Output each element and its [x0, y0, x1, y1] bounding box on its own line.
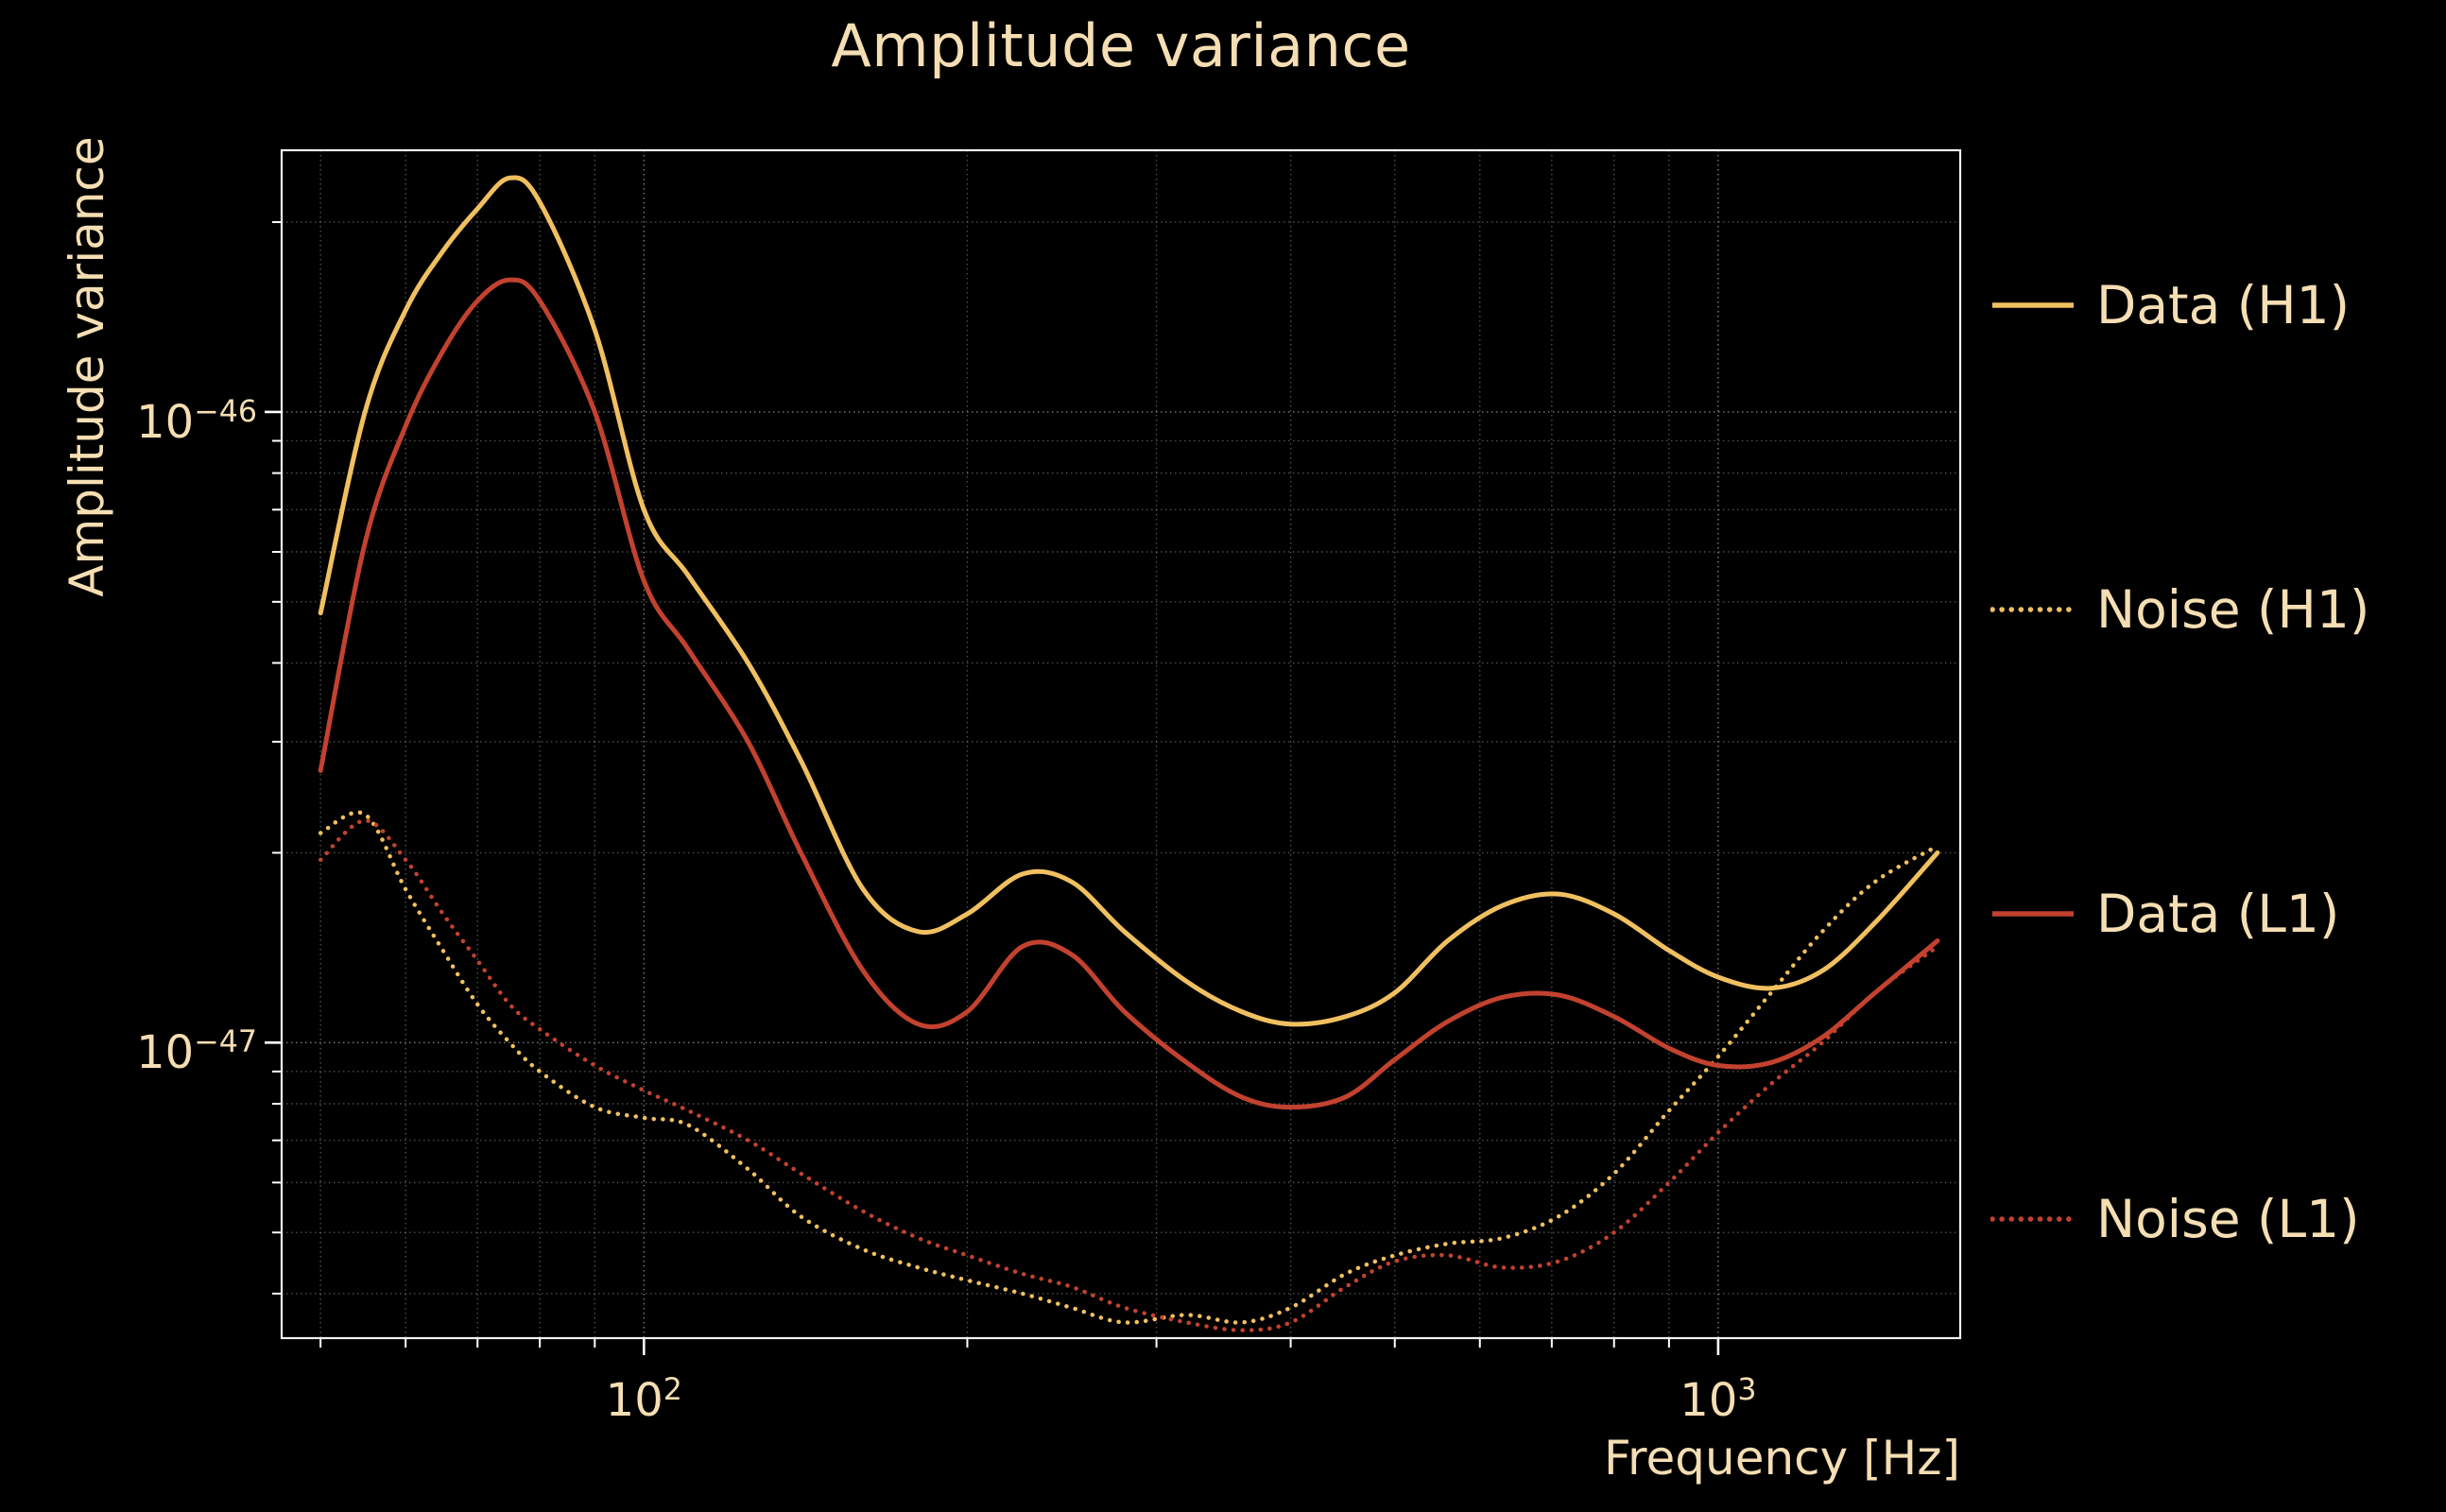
x-tick-100-base: 10: [605, 1374, 663, 1427]
y-tick-label-1e-47: 10−47: [72, 1013, 257, 1082]
x-tick-1000-base: 10: [1679, 1374, 1738, 1427]
legend-label-data-l1: Data (L1): [2096, 884, 2340, 944]
noise-l1-curve: [318, 818, 1940, 1332]
x-tick-1000-exp: 3: [1737, 1373, 1757, 1407]
chart-title: Amplitude variance: [831, 11, 1411, 80]
y-tick-1e-47-base: 10: [136, 1026, 195, 1080]
plot-frame: [280, 148, 1962, 1340]
legend-line-sample-noise-l1: [1990, 1216, 2076, 1222]
legend-line-sample-data-l1: [1992, 911, 2074, 917]
legend-label-data-h1: Data (H1): [2096, 275, 2351, 335]
legend-item-noise-l1: Noise (L1): [1990, 1186, 2360, 1252]
y-axis-label: Amplitude variance: [60, 136, 114, 597]
x-tick-label-100: 102: [606, 1361, 682, 1430]
legend-line-sample-data-h1: [1992, 302, 2074, 308]
y-tick-1e-46-base: 10: [136, 395, 195, 449]
legend-item-data-h1: Data (H1): [1990, 272, 2350, 338]
gridlines: [282, 150, 1960, 1338]
y-tick-1e-47-exp: −47: [194, 1025, 257, 1060]
y-tick-label-1e-46: 10−46: [72, 383, 257, 452]
data-l1-curve: [318, 277, 1940, 1110]
legend-label-noise-h1: Noise (H1): [2096, 579, 2370, 640]
legend-line-sample-noise-h1: [1990, 607, 2076, 612]
legend-label-noise-l1: Noise (L1): [2096, 1189, 2360, 1249]
x-axis-label: Frequency [Hz]: [1603, 1431, 1960, 1486]
x-tick-label-1000: 103: [1679, 1361, 1756, 1430]
data-h1-curve: [318, 175, 1940, 1027]
noise-h1-curve: [318, 810, 1940, 1325]
legend-item-data-l1: Data (L1): [1990, 881, 2339, 947]
legend-item-noise-h1: Noise (H1): [1990, 576, 2369, 643]
y-tick-1e-46-exp: −46: [194, 394, 257, 429]
x-tick-100-exp: 2: [663, 1373, 682, 1407]
axis-ticks: [265, 221, 1720, 1355]
